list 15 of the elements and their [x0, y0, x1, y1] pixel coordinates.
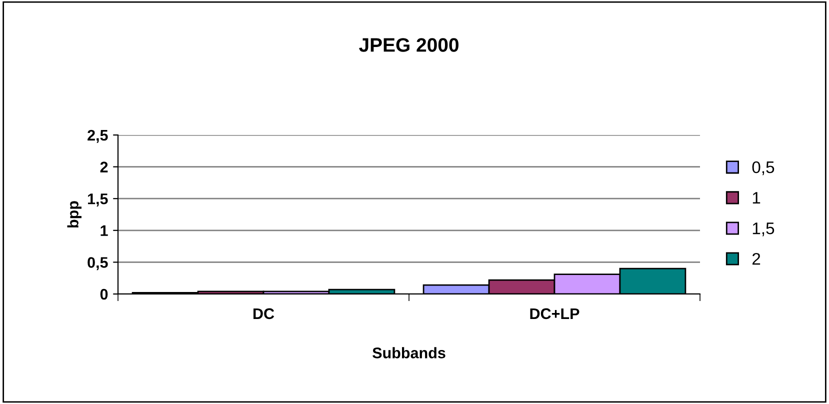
y-tick-label: 0 [100, 288, 108, 300]
legend-label: 1,5 [752, 222, 774, 236]
y-tick-label: 0,5 [88, 257, 108, 270]
y-tick-label: 1 [100, 225, 108, 236]
y-tick-label: 2,5 [88, 130, 108, 143]
x-tick-label: DC [253, 308, 274, 320]
chart-title: JPEG 2000 [359, 38, 458, 52]
legend-label: 2 [752, 252, 760, 265]
y-tick-label: 1,5 [88, 194, 108, 206]
y-tick-label: 2 [100, 162, 108, 172]
x-axis-title: Subbands [372, 347, 446, 358]
x-tick-label: DC+LP [530, 308, 580, 320]
y-axis-title: bpp [67, 201, 82, 228]
legend-label: 0,5 [752, 161, 774, 176]
legend-label: 1 [752, 192, 760, 204]
